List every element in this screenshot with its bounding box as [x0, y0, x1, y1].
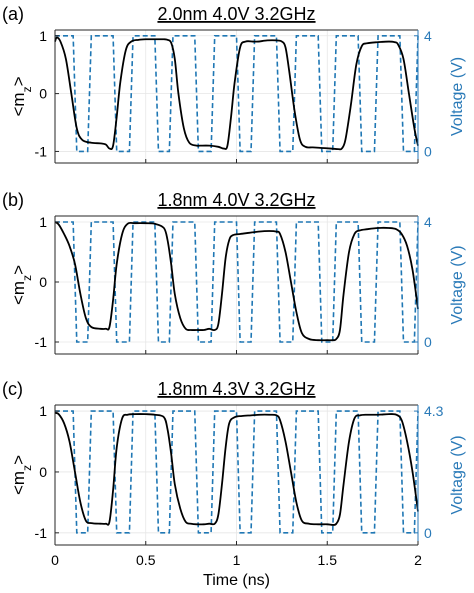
x-tick-label: 1.5: [318, 552, 338, 568]
y-axis-label-right: Voltage (V): [449, 435, 466, 514]
y-axis-label-left: <mz>: [9, 455, 34, 495]
chart-panel-3: 1.8nm 4.3V 3.2GHz(c)10-14.30<mz> Voltage …: [2, 379, 466, 589]
right-tick-label: 0: [424, 525, 432, 541]
magnetization-series-line: [54, 221, 419, 342]
right-tick-label: 4: [424, 214, 432, 230]
left-tick-label: 1: [39, 214, 47, 230]
right-tick-label: 0: [424, 143, 432, 159]
left-tick-label: -1: [35, 143, 48, 159]
y-axis-label-right: Voltage (V): [449, 245, 466, 324]
voltage-series-line: [55, 34, 419, 153]
chart-panel-2: 1.8nm 4.0V 3.2GHz (b) 1 0 -1 4 0 <mz> Voltage (V…: [2, 190, 466, 355]
panel-label: (b): [2, 190, 24, 210]
magnetization-series-line: [54, 36, 419, 151]
y-axis-label-left: <mz>: [9, 265, 34, 305]
magnetization-series-line: [54, 412, 419, 526]
left-tick-label: -1: [35, 334, 48, 350]
left-tick-label: -1: [35, 525, 48, 541]
right-tick-label: 0: [424, 334, 432, 350]
voltage-series-line: [55, 410, 419, 534]
left-tick-label: 0: [39, 464, 47, 480]
left-tick-label: 1: [39, 28, 47, 44]
panel-label: (a): [2, 4, 24, 24]
left-tick-label: 1: [39, 403, 47, 419]
y-axis-label-left: <mz>: [9, 76, 34, 116]
panel-label: (c): [2, 379, 23, 399]
voltage-series-line: [55, 221, 419, 343]
chart-title: 2.0nm 4.0V 3.2GHz: [157, 4, 315, 24]
x-tick-label: 1: [233, 552, 241, 568]
y-axis-label-right: Voltage (V): [449, 57, 466, 136]
x-axis-label: Time (ns): [203, 572, 270, 589]
chart-title: 1.8nm 4.0V 3.2GHz: [157, 190, 315, 210]
left-tick-label: 0: [39, 274, 47, 290]
chart-panel-1: 2.0nm 4.0V 3.2GHz (a) 1 0 -1 4 0 <mz> Voltage (V…: [2, 4, 466, 164]
chart-title: 1.8nm 4.3V 3.2GHz: [157, 379, 315, 399]
right-tick-label: 4.3: [424, 403, 444, 419]
x-tick-label: 0.5: [136, 552, 156, 568]
right-tick-label: 4: [424, 28, 432, 44]
left-tick-label: 0: [39, 86, 47, 102]
x-tick-label: 0: [51, 552, 59, 568]
x-tick-label: 2: [414, 552, 422, 568]
